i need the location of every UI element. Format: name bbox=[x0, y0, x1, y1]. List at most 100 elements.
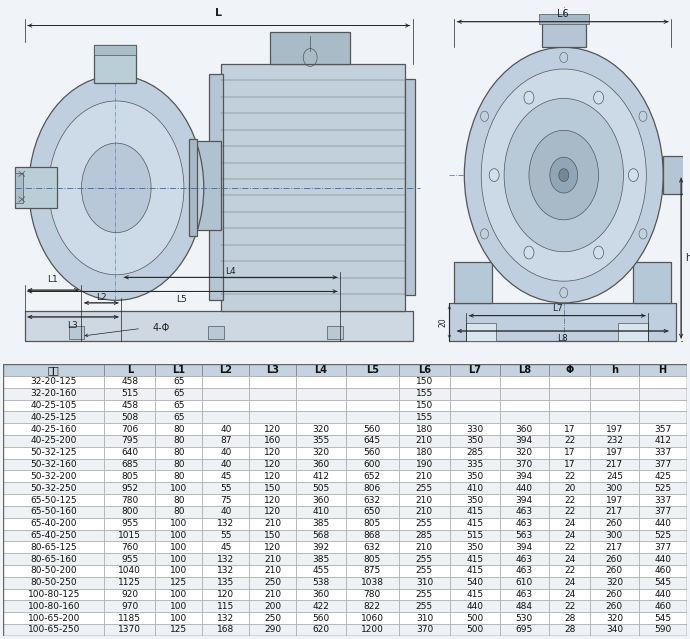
Text: 795: 795 bbox=[121, 436, 139, 445]
Bar bbox=[500, 388, 549, 399]
Text: 415: 415 bbox=[466, 519, 484, 528]
Bar bbox=[155, 530, 202, 541]
Text: 560: 560 bbox=[364, 449, 381, 458]
Text: 217: 217 bbox=[606, 460, 623, 469]
Bar bbox=[639, 435, 687, 447]
Bar bbox=[639, 459, 687, 470]
Text: 50-32-125: 50-32-125 bbox=[30, 449, 77, 458]
Bar bbox=[549, 565, 590, 577]
Bar bbox=[639, 399, 687, 412]
Text: 210: 210 bbox=[416, 507, 433, 516]
Text: 340: 340 bbox=[606, 626, 623, 635]
Text: L1: L1 bbox=[172, 365, 186, 375]
Text: 210: 210 bbox=[264, 519, 282, 528]
Bar bbox=[202, 376, 249, 388]
Bar bbox=[155, 364, 202, 376]
Bar bbox=[202, 624, 249, 636]
Text: 1185: 1185 bbox=[118, 613, 141, 622]
Text: 868: 868 bbox=[364, 531, 381, 540]
Bar bbox=[3, 388, 104, 399]
Bar bbox=[202, 506, 249, 518]
Text: 500: 500 bbox=[466, 613, 484, 622]
Circle shape bbox=[49, 101, 184, 275]
Text: 40-25-105: 40-25-105 bbox=[30, 401, 77, 410]
Text: 210: 210 bbox=[264, 590, 282, 599]
Bar bbox=[549, 470, 590, 482]
Bar bbox=[590, 470, 639, 482]
Text: 530: 530 bbox=[515, 613, 533, 622]
Bar bbox=[455, 262, 492, 303]
Bar bbox=[3, 612, 104, 624]
Bar bbox=[296, 470, 346, 482]
Text: 40: 40 bbox=[220, 425, 232, 434]
Text: 320: 320 bbox=[313, 425, 330, 434]
Text: 217: 217 bbox=[606, 543, 623, 551]
Bar bbox=[500, 376, 549, 388]
Bar bbox=[399, 412, 450, 423]
Text: 484: 484 bbox=[516, 602, 533, 611]
Text: 190: 190 bbox=[416, 460, 433, 469]
Bar bbox=[3, 518, 104, 530]
Text: 508: 508 bbox=[121, 413, 139, 422]
Bar bbox=[155, 589, 202, 601]
Bar bbox=[549, 601, 590, 612]
Text: 17: 17 bbox=[564, 449, 575, 458]
Bar bbox=[296, 447, 346, 459]
Bar bbox=[500, 423, 549, 435]
Bar bbox=[296, 388, 346, 399]
Bar bbox=[639, 470, 687, 482]
Bar bbox=[346, 541, 399, 553]
Text: 320: 320 bbox=[313, 449, 330, 458]
Bar bbox=[249, 423, 296, 435]
Bar bbox=[633, 262, 671, 303]
Text: L2: L2 bbox=[219, 365, 233, 375]
Text: 120: 120 bbox=[264, 507, 282, 516]
Text: 515: 515 bbox=[121, 389, 139, 398]
Bar bbox=[346, 494, 399, 506]
Bar bbox=[104, 494, 155, 506]
Text: 760: 760 bbox=[121, 543, 139, 551]
Bar bbox=[3, 376, 104, 388]
Text: 970: 970 bbox=[121, 602, 139, 611]
Bar bbox=[104, 459, 155, 470]
Bar bbox=[95, 45, 136, 55]
Bar bbox=[3, 553, 104, 565]
Text: 245: 245 bbox=[606, 472, 623, 481]
Text: 255: 255 bbox=[416, 590, 433, 599]
Bar bbox=[399, 447, 450, 459]
Bar bbox=[399, 506, 450, 518]
Text: 120: 120 bbox=[264, 472, 282, 481]
Text: 80: 80 bbox=[173, 449, 185, 458]
Text: 100-65-200: 100-65-200 bbox=[28, 613, 80, 622]
Bar bbox=[399, 565, 450, 577]
Text: 100: 100 bbox=[170, 484, 188, 493]
Bar bbox=[346, 459, 399, 470]
Bar bbox=[500, 530, 549, 541]
Bar bbox=[450, 541, 500, 553]
Text: 65: 65 bbox=[173, 378, 185, 387]
Bar bbox=[296, 494, 346, 506]
Text: 型号: 型号 bbox=[48, 365, 60, 375]
Text: 260: 260 bbox=[606, 566, 623, 575]
Text: 460: 460 bbox=[654, 602, 671, 611]
Bar bbox=[155, 470, 202, 482]
Bar bbox=[500, 364, 549, 376]
Bar bbox=[450, 589, 500, 601]
Text: 563: 563 bbox=[515, 531, 533, 540]
Text: 377: 377 bbox=[654, 507, 671, 516]
Text: 40-25-125: 40-25-125 bbox=[30, 413, 77, 422]
Text: 920: 920 bbox=[121, 590, 139, 599]
Text: 65-50-160: 65-50-160 bbox=[30, 507, 77, 516]
Bar bbox=[155, 447, 202, 459]
Bar bbox=[639, 601, 687, 612]
Bar bbox=[399, 612, 450, 624]
Text: 80-50-200: 80-50-200 bbox=[30, 566, 77, 575]
Bar bbox=[549, 589, 590, 601]
Bar bbox=[500, 399, 549, 412]
Text: 22: 22 bbox=[564, 436, 575, 445]
Text: 100: 100 bbox=[170, 543, 188, 551]
Bar bbox=[249, 624, 296, 636]
Text: 132: 132 bbox=[217, 555, 235, 564]
Text: 210: 210 bbox=[416, 472, 433, 481]
Text: L8: L8 bbox=[558, 334, 568, 343]
